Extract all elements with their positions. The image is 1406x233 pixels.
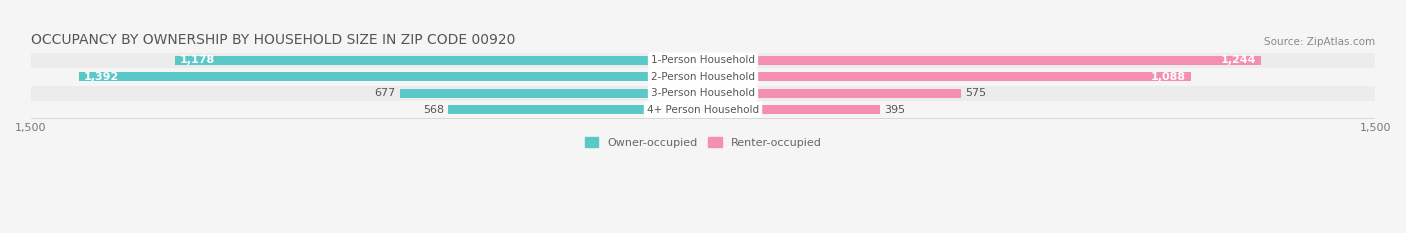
Bar — [703, 72, 1191, 81]
Text: 3-Person Household: 3-Person Household — [651, 88, 755, 98]
Text: 395: 395 — [884, 105, 905, 115]
Text: Source: ZipAtlas.com: Source: ZipAtlas.com — [1264, 37, 1375, 47]
Text: OCCUPANCY BY OWNERSHIP BY HOUSEHOLD SIZE IN ZIP CODE 00920: OCCUPANCY BY OWNERSHIP BY HOUSEHOLD SIZE… — [31, 33, 515, 47]
Text: 2-Person Household: 2-Person Household — [651, 72, 755, 82]
Bar — [31, 53, 1375, 68]
Text: 575: 575 — [965, 88, 986, 98]
Bar — [449, 105, 703, 114]
Text: 677: 677 — [374, 88, 395, 98]
Text: 1,244: 1,244 — [1220, 55, 1256, 65]
Bar — [31, 69, 1375, 84]
Legend: Owner-occupied, Renter-occupied: Owner-occupied, Renter-occupied — [585, 137, 821, 148]
Bar — [703, 89, 960, 98]
Bar — [31, 86, 1375, 101]
Text: 4+ Person Household: 4+ Person Household — [647, 105, 759, 115]
Text: 568: 568 — [423, 105, 444, 115]
Bar — [31, 102, 1375, 117]
Text: 1-Person Household: 1-Person Household — [651, 55, 755, 65]
Text: 1,088: 1,088 — [1152, 72, 1187, 82]
Text: 1,392: 1,392 — [83, 72, 120, 82]
Bar — [176, 56, 703, 65]
Bar — [79, 72, 703, 81]
Bar — [703, 56, 1261, 65]
Bar — [703, 105, 880, 114]
Bar — [399, 89, 703, 98]
Text: 1,178: 1,178 — [180, 55, 215, 65]
